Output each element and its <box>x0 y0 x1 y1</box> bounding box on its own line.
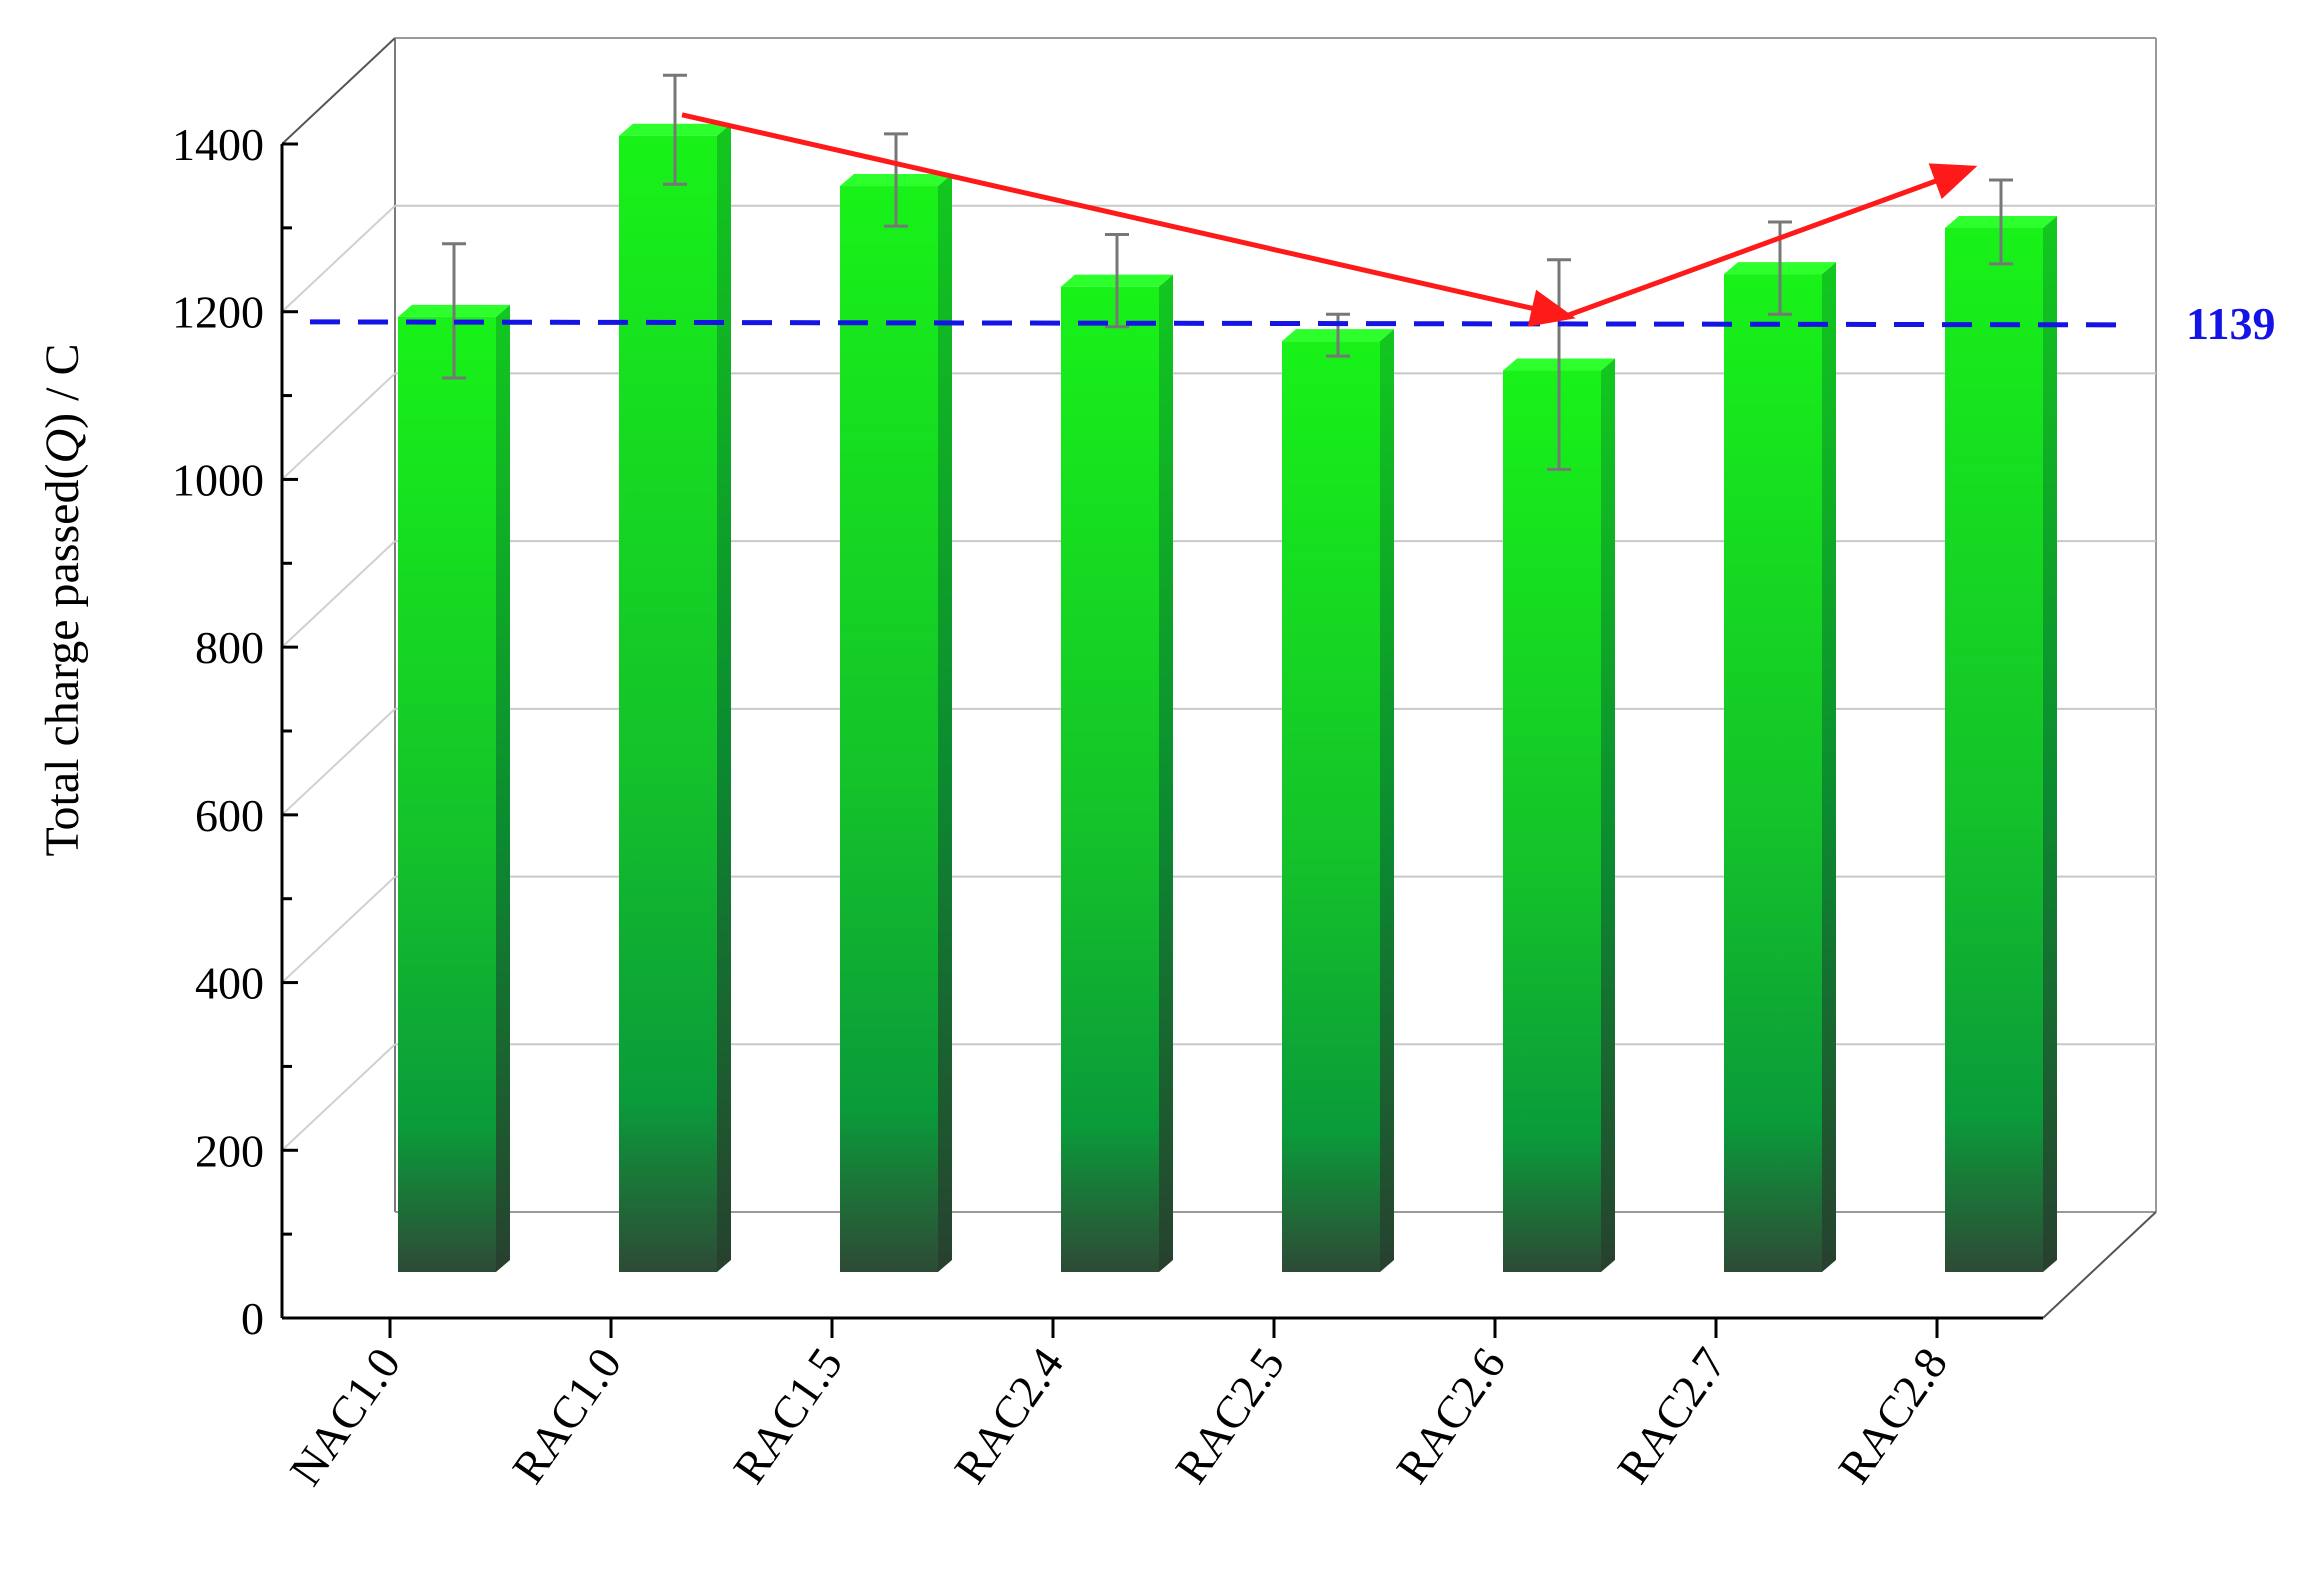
bar-side <box>938 174 952 1272</box>
bar <box>1945 227 2043 1273</box>
bar <box>840 186 938 1272</box>
bar-group <box>1503 258 1615 1272</box>
bar-side <box>1380 329 1394 1273</box>
y-tick-label: 800 <box>195 622 264 673</box>
x-tick-label: RAC1.5 <box>723 1338 852 1492</box>
bar <box>1282 341 1380 1273</box>
bar-side <box>717 123 731 1272</box>
reference-line-label: 1139 <box>2186 298 2275 349</box>
x-tick-label: NAC1.0 <box>280 1338 410 1494</box>
side-gridline <box>281 708 396 816</box>
y-tick-label: 1400 <box>172 119 264 170</box>
reference-line <box>309 319 2126 328</box>
bar-group <box>840 132 952 1272</box>
side-gridline <box>281 540 396 648</box>
x-tick-label: RAC2.6 <box>1386 1338 1515 1492</box>
bar <box>1503 370 1601 1272</box>
bar <box>619 135 717 1272</box>
x-tick-label: RAC2.7 <box>1607 1338 1736 1492</box>
bar-group <box>1724 220 1836 1273</box>
y-tick-label: 400 <box>195 958 264 1009</box>
y-tick-label: 600 <box>195 790 264 841</box>
side-gridline <box>281 372 396 481</box>
y-tick-label: 200 <box>195 1125 264 1176</box>
y-tick-label: 0 <box>241 1293 264 1344</box>
y-tick-label: 1000 <box>172 454 264 505</box>
side-gridline <box>281 204 396 313</box>
x-tick-label: RAC2.8 <box>1828 1338 1957 1492</box>
bar-side <box>2043 215 2057 1273</box>
side-gridline <box>281 875 396 984</box>
bar <box>1724 274 1822 1273</box>
side-gridline <box>281 1043 396 1152</box>
bar-side <box>496 304 510 1272</box>
depth-edge-top-left <box>281 37 396 145</box>
y-tick-label: 1200 <box>172 287 264 338</box>
bar-side <box>1601 358 1615 1272</box>
bar-group <box>619 73 731 1272</box>
bar-group <box>1061 233 1173 1272</box>
x-tick-label: RAC2.4 <box>944 1338 1073 1492</box>
x-tick-label: RAC2.5 <box>1165 1338 1294 1492</box>
bar-group <box>1282 312 1394 1273</box>
trend-arrow <box>681 112 1576 327</box>
bar <box>398 316 496 1272</box>
y-axis-label: Total charge passed(Q) / C <box>36 344 89 857</box>
bar-group <box>1945 178 2057 1273</box>
trend-arrow <box>1565 163 1978 319</box>
bar <box>1061 286 1159 1272</box>
bar-group <box>398 242 510 1272</box>
depth-edge-floor-right <box>2042 1211 2157 1319</box>
bar-side <box>1159 274 1173 1272</box>
bar-side <box>1822 262 1836 1273</box>
x-tick-label: RAC1.0 <box>502 1338 631 1492</box>
